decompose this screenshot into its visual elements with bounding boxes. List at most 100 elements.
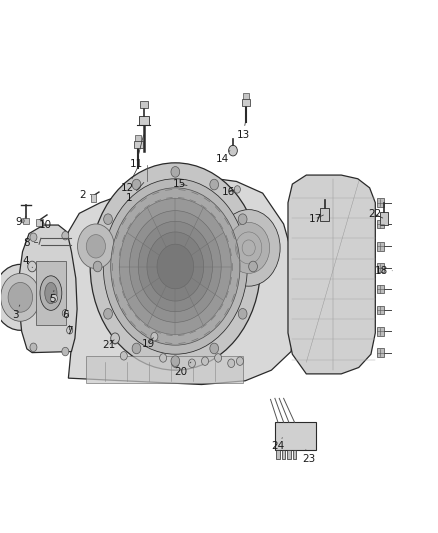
Circle shape: [159, 354, 166, 362]
Bar: [377, 220, 384, 228]
Text: 11: 11: [129, 135, 144, 169]
Bar: [276, 450, 280, 459]
Polygon shape: [19, 225, 77, 353]
Circle shape: [0, 264, 47, 330]
Circle shape: [104, 309, 113, 319]
Circle shape: [157, 244, 194, 289]
Circle shape: [228, 222, 270, 273]
Circle shape: [21, 219, 24, 223]
Bar: [377, 327, 384, 336]
Ellipse shape: [40, 276, 62, 310]
Text: 4: 4: [23, 256, 32, 268]
Ellipse shape: [45, 282, 57, 304]
Circle shape: [132, 179, 141, 190]
Bar: [293, 450, 296, 459]
Circle shape: [130, 211, 221, 322]
Text: 6: 6: [62, 309, 69, 320]
Circle shape: [229, 146, 237, 156]
Text: 14: 14: [216, 151, 230, 164]
Circle shape: [67, 327, 73, 334]
Bar: [244, 93, 249, 99]
Circle shape: [50, 294, 57, 303]
Circle shape: [237, 357, 244, 366]
Circle shape: [90, 163, 261, 370]
Bar: [135, 135, 141, 141]
Bar: [377, 349, 384, 357]
Text: 13: 13: [237, 120, 250, 140]
Circle shape: [151, 333, 158, 341]
Text: 12: 12: [121, 168, 138, 193]
Circle shape: [62, 348, 69, 356]
Circle shape: [62, 231, 69, 240]
Circle shape: [120, 352, 127, 360]
Bar: [23, 217, 28, 224]
Circle shape: [8, 282, 32, 312]
Text: 24: 24: [271, 438, 285, 451]
Circle shape: [132, 343, 141, 354]
Circle shape: [172, 359, 179, 368]
Circle shape: [234, 185, 240, 193]
Circle shape: [93, 261, 102, 272]
Text: 20: 20: [174, 362, 191, 377]
Text: 23: 23: [302, 450, 315, 464]
Circle shape: [62, 310, 68, 317]
Circle shape: [249, 261, 258, 272]
Text: 22: 22: [369, 209, 383, 220]
Text: 7: 7: [67, 325, 73, 336]
Circle shape: [28, 261, 36, 272]
Circle shape: [120, 198, 231, 335]
Bar: [380, 212, 389, 225]
Bar: [282, 450, 286, 459]
Circle shape: [210, 179, 219, 190]
Text: 17: 17: [309, 214, 323, 224]
Circle shape: [171, 356, 180, 367]
Text: 9: 9: [16, 216, 26, 227]
Circle shape: [111, 188, 240, 345]
Circle shape: [238, 309, 247, 319]
Circle shape: [104, 214, 113, 224]
Text: 15: 15: [173, 179, 187, 189]
Circle shape: [228, 359, 235, 368]
Circle shape: [30, 233, 37, 241]
Bar: [377, 242, 384, 251]
Text: 16: 16: [222, 187, 235, 197]
Text: 21: 21: [102, 340, 116, 350]
Circle shape: [147, 232, 204, 301]
Text: 19: 19: [141, 338, 155, 349]
Text: 8: 8: [24, 238, 38, 247]
Bar: [134, 141, 143, 148]
Bar: [275, 422, 316, 450]
Text: 18: 18: [375, 266, 392, 276]
Bar: [140, 101, 148, 108]
Circle shape: [138, 221, 212, 312]
Text: 5: 5: [49, 290, 56, 304]
Bar: [320, 208, 329, 221]
Circle shape: [201, 357, 208, 366]
Circle shape: [103, 179, 247, 354]
Bar: [242, 99, 251, 106]
Text: 10: 10: [39, 220, 52, 230]
Bar: [377, 306, 384, 314]
Bar: [86, 356, 243, 383]
Circle shape: [171, 166, 180, 177]
Circle shape: [86, 235, 106, 258]
Circle shape: [217, 209, 280, 286]
Polygon shape: [65, 177, 297, 384]
Bar: [377, 285, 384, 293]
Text: 1: 1: [126, 182, 144, 204]
Circle shape: [210, 343, 219, 354]
Polygon shape: [288, 175, 375, 374]
Bar: [36, 261, 66, 325]
Circle shape: [1, 273, 40, 321]
Bar: [139, 116, 149, 125]
Text: 2: 2: [79, 190, 91, 200]
Bar: [36, 219, 43, 225]
Circle shape: [215, 354, 222, 362]
Circle shape: [30, 343, 37, 352]
Text: 3: 3: [12, 305, 20, 320]
Circle shape: [188, 359, 195, 368]
Circle shape: [111, 333, 120, 344]
Circle shape: [112, 336, 119, 344]
Bar: [377, 198, 384, 207]
Bar: [377, 263, 384, 272]
